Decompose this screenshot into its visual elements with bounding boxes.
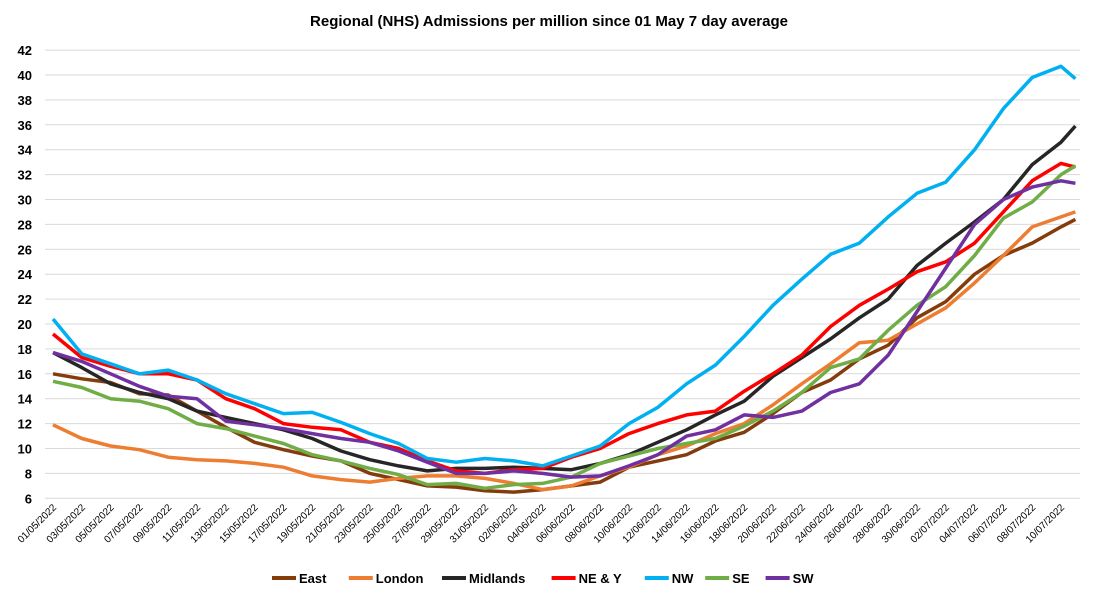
y-tick-label: 22 — [18, 292, 32, 307]
y-tick-label: 16 — [18, 367, 32, 382]
legend-item: NE & Y — [551, 571, 622, 586]
series-line-sw — [52, 179, 1076, 479]
legend: East London Midlands NE & Y NW SE SW — [272, 571, 814, 586]
y-tick-label: 24 — [18, 267, 33, 282]
legend-label: Midlands — [469, 571, 525, 586]
legend-label: East — [299, 571, 327, 586]
x-axis: 01/05/202203/05/202205/05/202207/05/2022… — [16, 502, 1067, 545]
series-line-london — [52, 210, 1076, 492]
legend-label: NE & Y — [579, 571, 622, 586]
legend-item: SW — [765, 571, 815, 586]
legend-label: London — [376, 571, 424, 586]
y-tick-label: 20 — [18, 317, 32, 332]
y-tick-label: 18 — [18, 342, 32, 357]
legend-item: NW — [644, 571, 694, 586]
y-tick-label: 8 — [25, 466, 32, 481]
legend-item: Midlands — [442, 571, 525, 586]
y-axis: 6 8 10 12 14 16 18 20 22 24 26 28 30 32 34 36 38 40 42 — [18, 43, 33, 506]
y-tick-label: 40 — [18, 68, 32, 83]
legend-label: NW — [672, 571, 694, 586]
y-tick-label: 10 — [18, 442, 32, 457]
legend-label: SE — [732, 571, 750, 586]
y-tick-label: 12 — [18, 417, 32, 432]
y-tick-label: 34 — [18, 143, 33, 158]
legend-item: East — [272, 571, 327, 586]
series-line-nw — [51, 64, 1077, 468]
series-line-midlands — [52, 124, 1077, 473]
legend-label: SW — [793, 571, 815, 586]
series-lines — [51, 64, 1077, 494]
legend-item: SE — [705, 571, 750, 586]
y-tick-label: 42 — [18, 43, 32, 58]
y-tick-label: 38 — [18, 93, 32, 108]
y-tick-label: 30 — [18, 193, 32, 208]
y-tick-label: 14 — [18, 392, 33, 407]
y-tick-label: 32 — [18, 168, 32, 183]
legend-item: London — [348, 571, 424, 586]
y-tick-label: 28 — [18, 217, 32, 232]
y-tick-label: 26 — [18, 242, 32, 257]
chart-title: Regional (NHS) Admissions per million si… — [310, 13, 788, 30]
y-tick-label: 36 — [18, 118, 32, 133]
gridlines — [45, 49, 1080, 499]
series-line-se — [52, 164, 1077, 491]
y-tick-label: 6 — [25, 491, 32, 506]
